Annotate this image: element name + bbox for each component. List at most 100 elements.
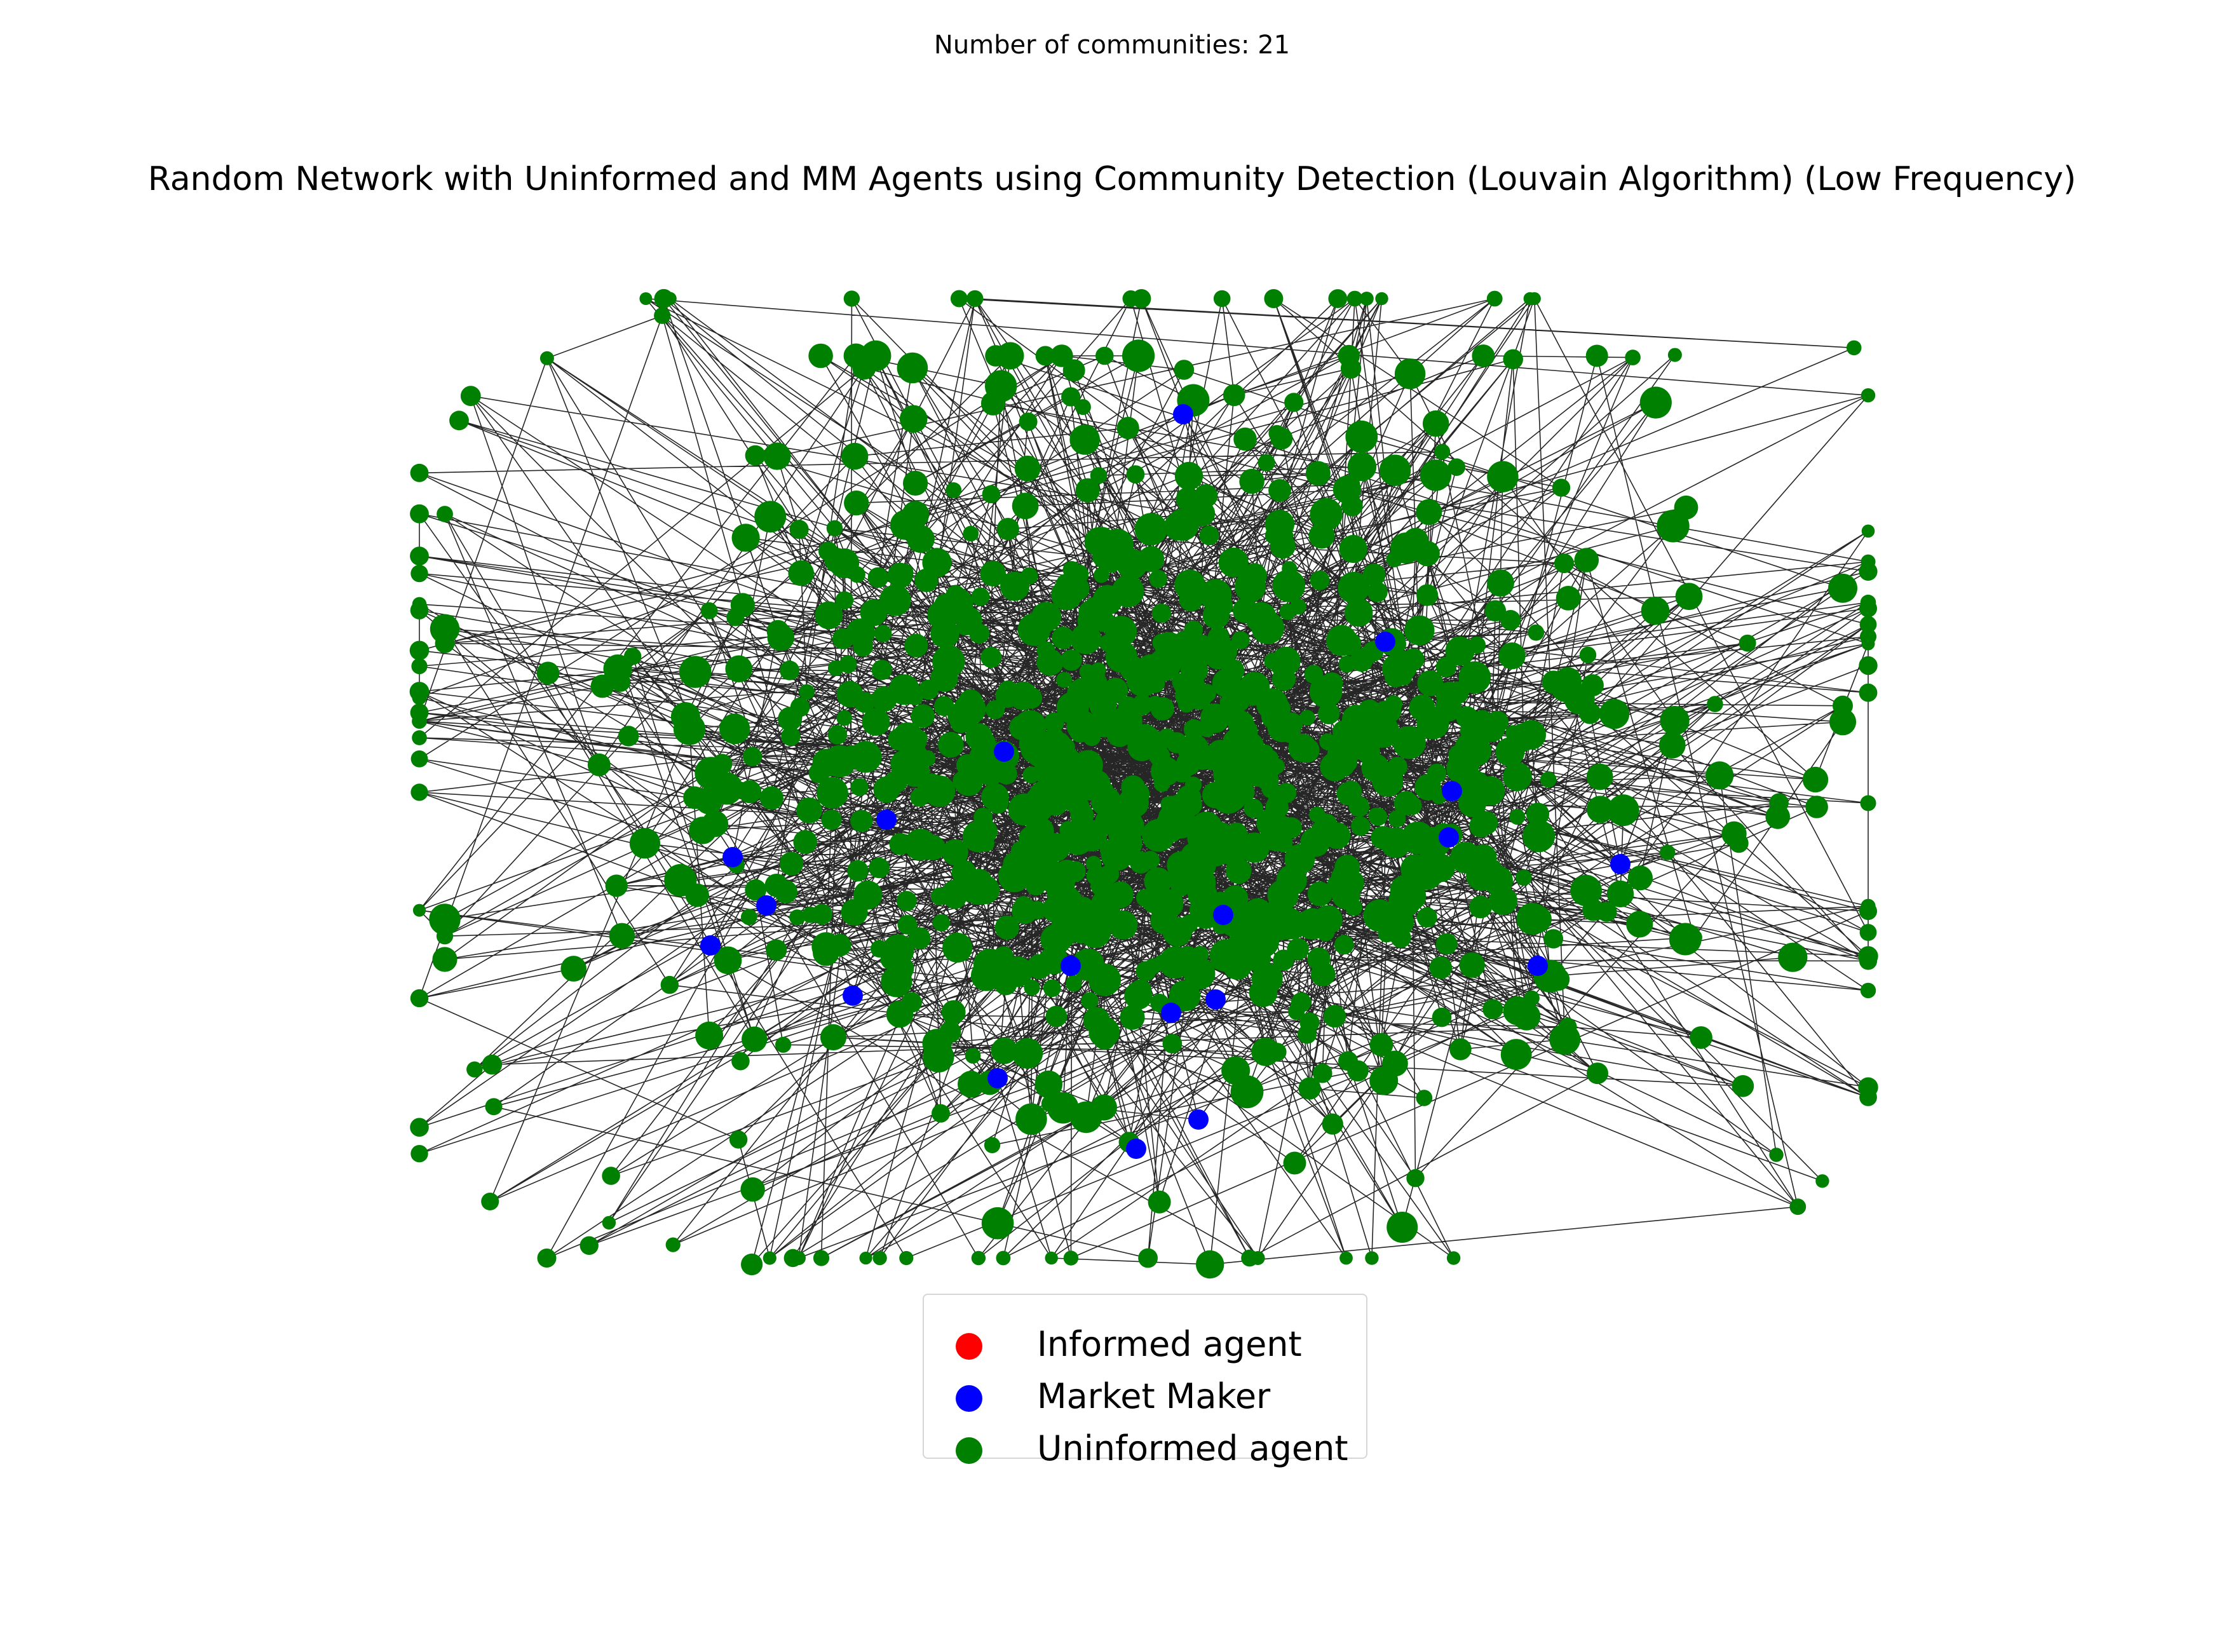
uninformed-agent-node <box>1085 597 1102 614</box>
uninformed-agent-node <box>813 1250 830 1266</box>
uninformed-agent-node <box>980 647 1002 668</box>
uninformed-agent-node <box>670 702 700 731</box>
uninformed-agent-node <box>719 714 750 745</box>
uninformed-agent-node <box>853 691 876 713</box>
uninformed-agent-node <box>741 909 757 926</box>
market-maker-node <box>1161 1003 1181 1023</box>
uninformed-agent-node <box>1307 947 1331 971</box>
uninformed-agent-node <box>1484 600 1507 622</box>
uninformed-agent-node <box>466 1061 483 1078</box>
uninformed-agent-node <box>1051 579 1082 611</box>
uninformed-agent-node <box>996 1250 1011 1266</box>
uninformed-agent-node <box>1120 656 1146 682</box>
uninformed-agent-node <box>1365 1251 1379 1265</box>
uninformed-agent-node <box>1512 1002 1541 1031</box>
uninformed-agent-node <box>731 524 760 552</box>
uninformed-agent-node <box>1414 541 1440 567</box>
uninformed-agent-node <box>1270 533 1296 559</box>
uninformed-agent-node <box>1196 1250 1224 1279</box>
uninformed-agent-node <box>820 1024 847 1051</box>
legend-label-uninformed: Uninformed agent <box>1037 1428 1348 1468</box>
uninformed-agent-node <box>1166 732 1188 754</box>
uninformed-agent-node <box>824 548 850 573</box>
uninformed-agent-node <box>1090 467 1108 484</box>
uninformed-agent-node <box>1233 427 1257 451</box>
uninformed-agent-node <box>1416 584 1439 606</box>
uninformed-agent-node <box>899 405 928 433</box>
uninformed-agent-node <box>1096 901 1121 926</box>
uninformed-agent-node <box>1402 796 1422 815</box>
legend-marker-uninformed <box>956 1437 982 1464</box>
uninformed-agent-node <box>1035 346 1055 366</box>
uninformed-agent-node <box>934 696 954 717</box>
uninformed-agent-node <box>1218 547 1249 578</box>
uninformed-agent-node <box>939 1021 961 1043</box>
market-maker-node <box>876 809 897 830</box>
uninformed-agent-node <box>1228 710 1254 737</box>
uninformed-agent-node <box>1448 458 1466 476</box>
uninformed-agent-node <box>950 712 972 733</box>
uninformed-agent-node <box>1587 796 1614 823</box>
uninformed-agent-node <box>1075 716 1098 740</box>
uninformed-agent-node <box>808 343 833 369</box>
legend-label-market-maker: Market Maker <box>1037 1376 1271 1416</box>
uninformed-agent-node <box>1323 1005 1346 1028</box>
uninformed-agent-node <box>1846 340 1862 356</box>
uninformed-agent-node <box>932 914 951 932</box>
uninformed-agent-node <box>841 898 868 926</box>
uninformed-agent-node <box>1388 884 1421 917</box>
uninformed-agent-node <box>1574 548 1599 572</box>
uninformed-agent-node <box>1500 610 1521 630</box>
uninformed-agent-node <box>1063 1250 1079 1266</box>
uninformed-agent-node <box>1789 1198 1807 1215</box>
uninformed-agent-node <box>1020 687 1043 709</box>
uninformed-agent-node <box>1015 1103 1047 1135</box>
uninformed-agent-node <box>1401 821 1435 855</box>
uninformed-agent-node <box>1466 859 1498 891</box>
uninformed-agent-node <box>1732 1075 1754 1097</box>
uninformed-agent-node <box>1390 927 1411 948</box>
uninformed-agent-node <box>1458 661 1491 694</box>
uninformed-agent-node <box>1274 834 1293 853</box>
uninformed-agent-node <box>1861 388 1876 403</box>
uninformed-agent-node <box>1739 634 1756 652</box>
uninformed-agent-node <box>1860 795 1876 811</box>
uninformed-agent-node <box>1509 809 1526 825</box>
uninformed-agent-node <box>1061 387 1081 407</box>
uninformed-agent-node <box>1416 1090 1433 1106</box>
uninformed-agent-node <box>1468 727 1491 748</box>
uninformed-agent-node <box>980 560 1006 587</box>
uninformed-agent-node <box>923 1041 954 1073</box>
uninformed-agent-node <box>665 1237 681 1252</box>
uninformed-agent-node <box>1596 902 1617 922</box>
market-maker-node <box>1442 781 1462 801</box>
uninformed-agent-node <box>1194 484 1218 508</box>
uninformed-agent-node <box>609 923 635 949</box>
uninformed-agent-node <box>1025 816 1054 846</box>
uninformed-agent-node <box>1345 599 1373 627</box>
uninformed-agent-node <box>1057 892 1075 910</box>
uninformed-agent-node <box>1106 721 1133 747</box>
uninformed-agent-node <box>789 520 809 539</box>
uninformed-agent-node <box>1213 290 1231 308</box>
uninformed-agent-node <box>874 625 892 642</box>
uninformed-agent-node <box>1382 1050 1408 1077</box>
edges <box>419 298 1869 1265</box>
uninformed-agent-node <box>779 851 804 876</box>
market-maker-node <box>987 1068 1008 1088</box>
uninformed-agent-node <box>1012 1038 1043 1069</box>
uninformed-agent-node <box>1416 499 1442 525</box>
uninformed-agent-node <box>1606 880 1634 908</box>
uninformed-agent-node <box>946 585 966 606</box>
uninformed-agent-node <box>1523 292 1536 306</box>
uninformed-agent-node <box>1657 510 1690 543</box>
uninformed-agent-node <box>1526 802 1550 826</box>
uninformed-agent-node <box>449 410 469 431</box>
uninformed-agent-node <box>1126 465 1145 484</box>
uninformed-agent-node <box>1183 719 1204 740</box>
uninformed-agent-node <box>1435 933 1458 955</box>
uninformed-agent-node <box>1528 624 1545 641</box>
uninformed-agent-node <box>1456 706 1479 729</box>
uninformed-agent-node <box>1505 725 1522 741</box>
